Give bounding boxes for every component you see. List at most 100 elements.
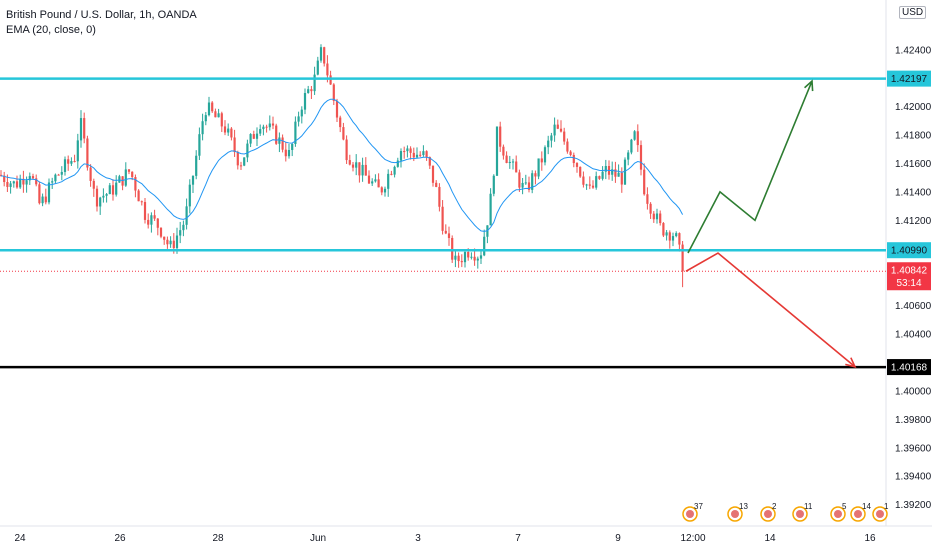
candle-body[interactable] [601,171,604,179]
candle-body[interactable] [396,160,399,167]
candle-body[interactable] [662,223,665,236]
candle-body[interactable] [499,126,502,147]
candle-body[interactable] [339,117,342,128]
candle-body[interactable] [649,203,652,214]
candle-body[interactable] [348,160,351,165]
candle-body[interactable] [76,140,79,162]
candle-body[interactable] [332,84,335,101]
candle-body[interactable] [99,197,102,207]
candle-body[interactable] [115,182,118,195]
candle-body[interactable] [374,179,377,182]
candle-body[interactable] [550,135,553,141]
candle-body[interactable] [441,206,444,231]
candle-body[interactable] [495,126,499,176]
candle-body[interactable] [377,179,380,188]
candle-body[interactable] [655,213,659,220]
candle-body[interactable] [159,227,163,237]
candle-body[interactable] [313,74,316,92]
candle-body[interactable] [217,113,220,118]
candle-body[interactable] [643,169,646,195]
candle-body[interactable] [79,118,83,141]
candle-body[interactable] [284,149,287,157]
candle-body[interactable] [252,134,255,139]
candle-body[interactable] [399,151,403,161]
candle-body[interactable] [367,175,371,184]
candle-body[interactable] [553,124,556,136]
candle-body[interactable] [361,164,364,176]
candle-body[interactable] [425,151,428,158]
candle-body[interactable] [9,183,12,187]
candle-body[interactable] [463,251,467,263]
candle-body[interactable] [505,155,508,164]
candle-body[interactable] [444,230,447,234]
candle-body[interactable] [473,256,476,261]
candle-body[interactable] [134,177,137,191]
candle-body[interactable] [291,143,294,151]
candle-body[interactable] [511,161,515,163]
candle-body[interactable] [575,163,579,167]
candle-body[interactable] [454,255,457,260]
candle-body[interactable] [393,166,396,175]
candle-body[interactable] [502,146,505,156]
candle-body[interactable] [467,251,470,258]
candle-body[interactable] [492,175,495,194]
candle-body[interactable] [230,128,233,138]
candle-body[interactable] [220,113,223,127]
candle-body[interactable] [566,141,569,152]
candle-body[interactable] [540,158,543,163]
candle-body[interactable] [329,75,332,85]
candle-body[interactable] [428,157,431,166]
candle-body[interactable] [303,92,307,110]
candle-body[interactable] [364,164,367,176]
candle-body[interactable] [665,232,668,236]
candle-body[interactable] [451,237,454,260]
candle-body[interactable] [572,154,575,164]
candle-body[interactable] [527,182,531,190]
candle-body[interactable] [60,171,63,175]
candle-body[interactable] [422,151,425,156]
candle-body[interactable] [591,185,595,188]
candle-body[interactable] [524,182,527,184]
candle-body[interactable] [579,166,582,177]
candle-body[interactable] [44,196,47,203]
candle-body[interactable] [28,176,31,181]
ema-line[interactable] [0,98,684,232]
candle-body[interactable] [383,188,387,193]
candle-body[interactable] [409,148,412,153]
candle-body[interactable] [137,190,140,202]
candle-body[interactable] [678,233,681,245]
candle-body[interactable] [214,111,217,118]
candle-body[interactable] [255,133,259,139]
candle-body[interactable] [297,116,300,122]
candle-body[interactable] [207,102,211,116]
candle-body[interactable] [127,169,131,172]
candle-body[interactable] [150,215,153,225]
candle-body[interactable] [259,129,262,134]
candle-body[interactable] [563,131,566,142]
candle-body[interactable] [316,60,319,75]
candle-body[interactable] [534,173,537,177]
candle-body[interactable] [47,182,51,203]
candle-body[interactable] [185,206,188,225]
candle-body[interactable] [191,175,195,185]
candle-body[interactable] [556,124,559,129]
candle-body[interactable] [233,137,236,153]
candle-body[interactable] [403,151,406,153]
candle-body[interactable] [143,202,147,220]
candle-body[interactable] [614,169,617,177]
candle-body[interactable] [239,165,243,167]
candle-body[interactable] [659,213,662,224]
candle-body[interactable] [188,184,191,207]
candle-body[interactable] [652,213,655,220]
candle-body[interactable] [70,161,73,164]
candle-body[interactable] [588,184,591,186]
candle-body[interactable] [38,184,41,204]
candle-body[interactable] [611,169,614,175]
candle-body[interactable] [460,261,463,263]
candle-body[interactable] [6,182,9,187]
candle-body[interactable] [479,255,483,259]
candle-body[interactable] [387,173,390,189]
candle-body[interactable] [515,161,518,173]
candle-body[interactable] [86,138,89,168]
candle-body[interactable] [204,115,207,122]
